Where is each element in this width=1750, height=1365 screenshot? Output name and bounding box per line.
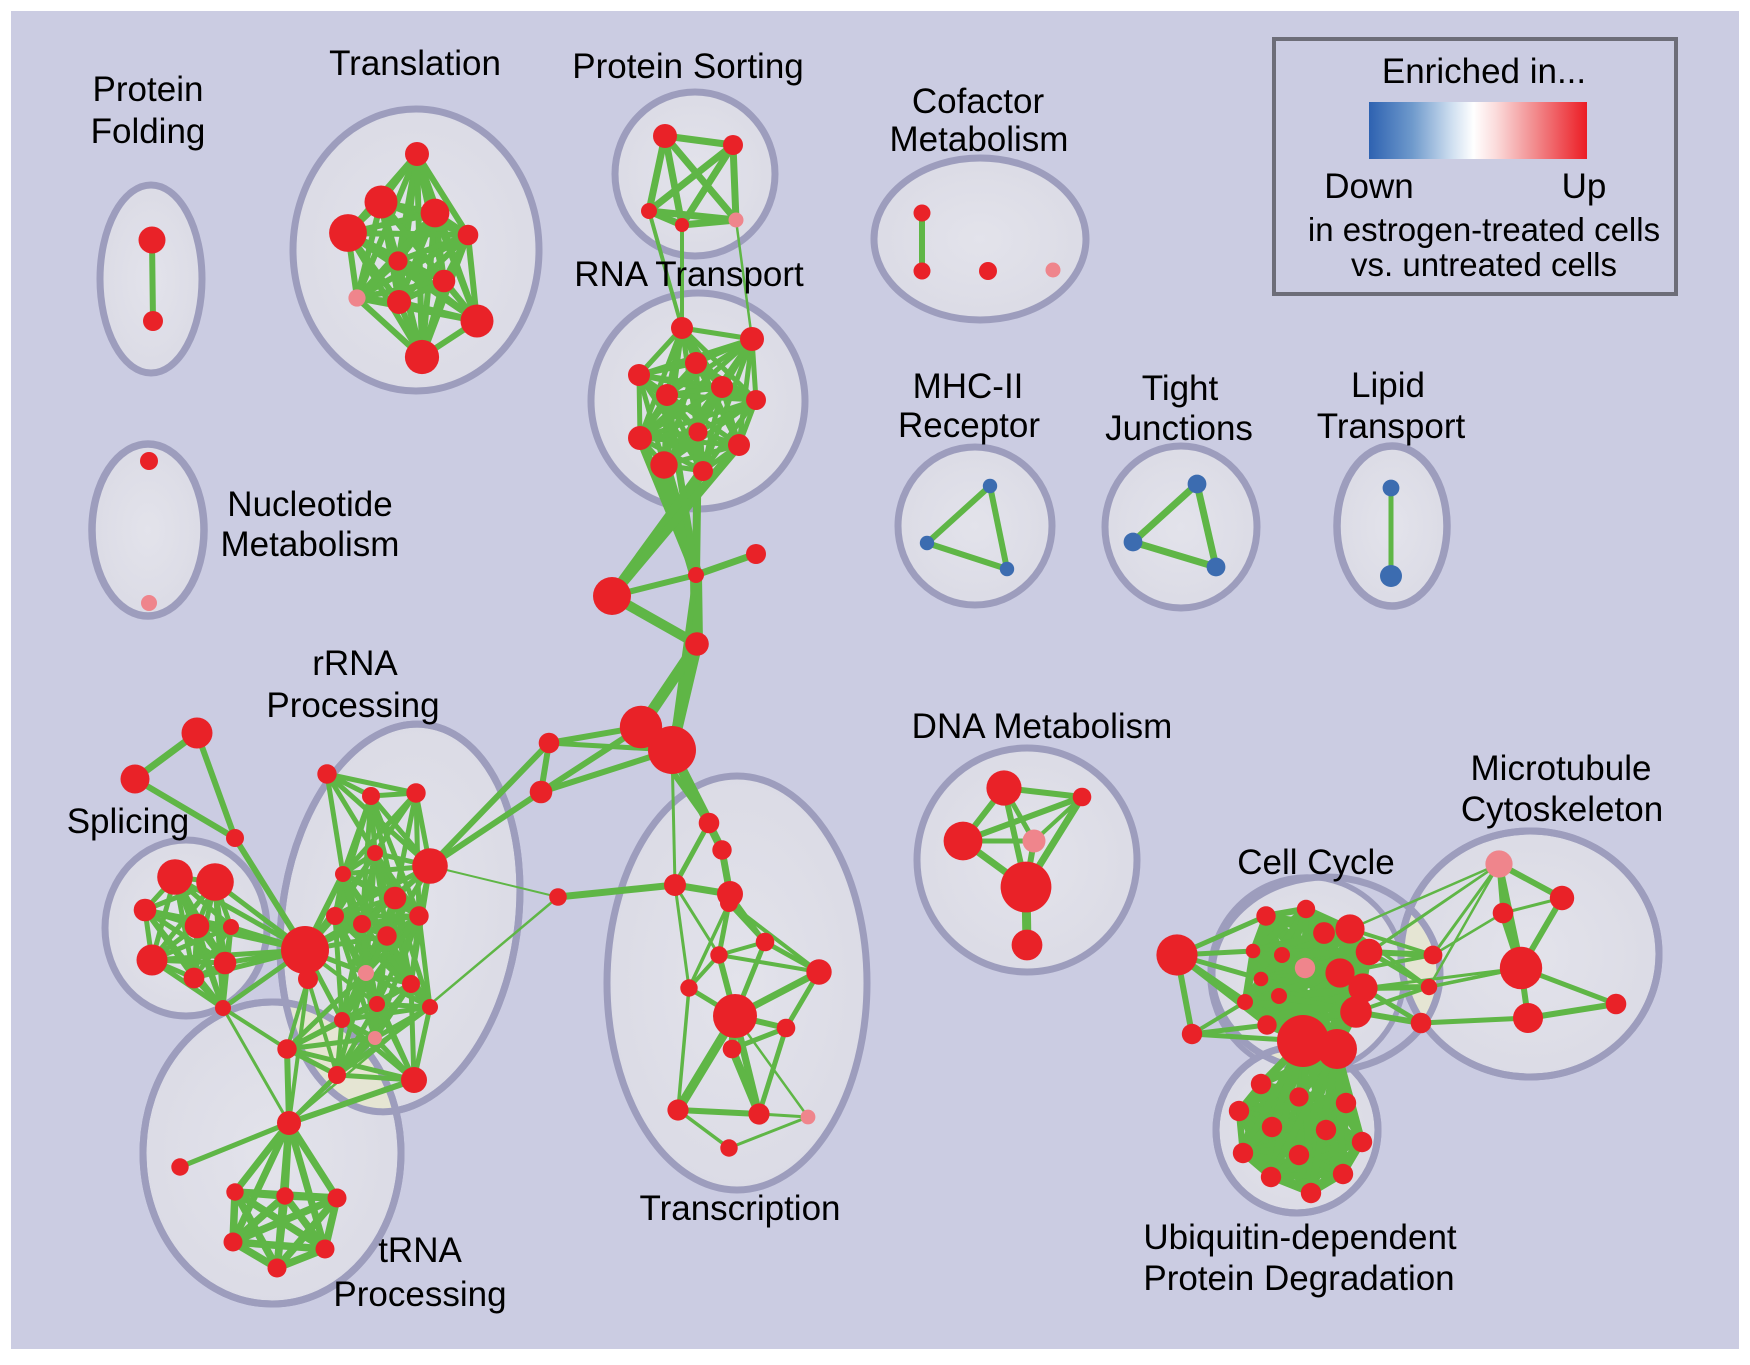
- svg-text:Down: Down: [1324, 167, 1413, 206]
- svg-text:RNA Transport: RNA Transport: [574, 255, 804, 294]
- svg-text:Receptor: Receptor: [898, 406, 1040, 445]
- svg-text:DNA Metabolism: DNA Metabolism: [912, 707, 1173, 746]
- svg-text:Folding: Folding: [91, 112, 206, 151]
- svg-text:in estrogen-treated cells: in estrogen-treated cells: [1308, 211, 1660, 248]
- svg-text:Metabolism: Metabolism: [890, 120, 1069, 159]
- svg-text:vs. untreated cells: vs. untreated cells: [1351, 246, 1617, 283]
- svg-text:Splicing: Splicing: [67, 802, 190, 841]
- svg-text:Processing: Processing: [266, 686, 439, 725]
- svg-text:Cell Cycle: Cell Cycle: [1237, 843, 1395, 882]
- svg-text:Ubiquitin-dependent: Ubiquitin-dependent: [1143, 1218, 1457, 1257]
- svg-text:Cytoskeleton: Cytoskeleton: [1461, 790, 1663, 829]
- svg-text:Metabolism: Metabolism: [221, 525, 400, 564]
- svg-text:Processing: Processing: [333, 1275, 506, 1314]
- svg-text:Nucleotide: Nucleotide: [227, 485, 392, 524]
- svg-text:Protein Sorting: Protein Sorting: [572, 47, 804, 86]
- svg-text:MHC-II: MHC-II: [913, 367, 1024, 406]
- svg-text:Protein: Protein: [93, 70, 204, 109]
- svg-text:Cofactor: Cofactor: [912, 82, 1045, 121]
- svg-text:Tight: Tight: [1142, 369, 1219, 408]
- svg-text:Transcription: Transcription: [640, 1189, 841, 1228]
- svg-text:Up: Up: [1562, 167, 1607, 206]
- svg-text:Translation: Translation: [329, 44, 501, 83]
- svg-text:Enriched in...: Enriched in...: [1382, 52, 1586, 91]
- svg-text:Lipid: Lipid: [1351, 366, 1425, 405]
- svg-text:Transport: Transport: [1317, 407, 1466, 446]
- svg-text:Protein Degradation: Protein Degradation: [1143, 1259, 1454, 1298]
- svg-text:Junctions: Junctions: [1105, 409, 1253, 448]
- svg-text:rRNA: rRNA: [312, 644, 398, 683]
- svg-text:tRNA: tRNA: [378, 1231, 462, 1270]
- svg-text:Microtubule: Microtubule: [1471, 749, 1652, 788]
